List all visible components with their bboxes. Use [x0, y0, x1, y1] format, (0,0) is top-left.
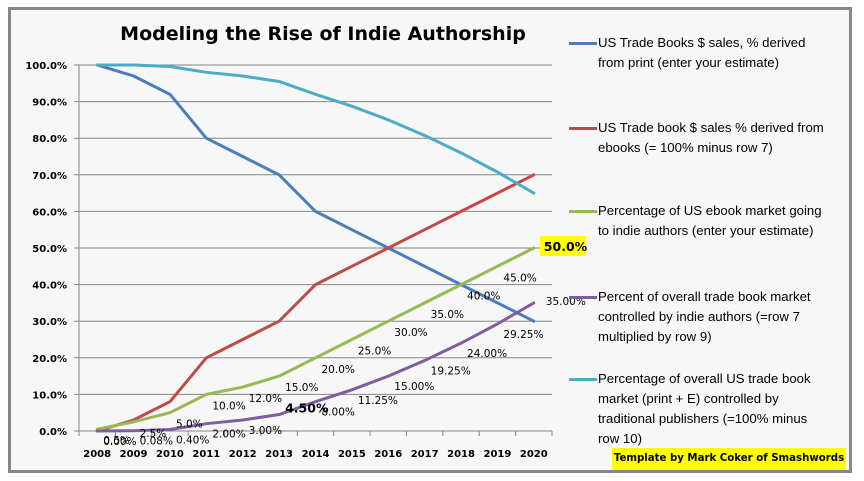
data-label-indie-ebook: 0.5% — [103, 435, 130, 447]
data-label-indie-overall: 2.00% — [212, 429, 245, 441]
legend-label: row 10) — [598, 431, 642, 446]
y-tick-label: 80.0% — [32, 134, 67, 145]
data-label-indie-overall: 8.00% — [322, 407, 355, 419]
legend-item-ebook-share: US Trade book $ sales % derived from eboo… — [569, 118, 864, 158]
x-tick-label: 2009 — [120, 449, 148, 460]
y-tick-label: 60.0% — [32, 207, 67, 218]
data-label-indie-overall: 11.25% — [358, 395, 398, 407]
legend-swatch — [569, 127, 597, 130]
data-label-indie-overall: 3.00% — [249, 425, 282, 437]
y-tick-label: 10.0% — [32, 390, 67, 401]
data-label-highlight: 50.0% — [544, 239, 588, 254]
legend-label: Percent of overall trade book market — [598, 289, 811, 304]
y-tick-label: 50.0% — [32, 244, 67, 255]
y-tick-label: 40.0% — [32, 281, 67, 292]
legend-label: from print (enter your estimate) — [598, 55, 780, 70]
legend-label: ebooks (= 100% minus row 7) — [598, 140, 773, 155]
x-tick-label: 2013 — [265, 449, 293, 460]
data-label-indie-overall: 0.00% — [103, 436, 136, 448]
x-tick-label: 2014 — [302, 449, 330, 460]
data-label-indie-ebook: 35.0% — [431, 309, 464, 321]
x-tick-label: 2015 — [338, 449, 366, 460]
legend-label: controlled by indie authors (=row 7 — [598, 309, 800, 324]
series-lines — [95, 63, 536, 433]
data-label-indie-ebook: 45.0% — [503, 272, 536, 284]
legend-label: traditional publishers (=100% minus — [598, 411, 808, 426]
y-tick-label: 20.0% — [32, 354, 67, 365]
y-tick-label: 70.0% — [32, 171, 67, 182]
x-tick-label: 2020 — [520, 449, 548, 460]
data-label-indie-overall: 29.25% — [503, 329, 543, 341]
series-line-traditional-share — [95, 63, 536, 195]
data-label-indie-ebook: 12.0% — [249, 393, 282, 405]
legend-item-indie-ebook-share: Percentage of US ebook market going to in… — [569, 201, 864, 241]
legend-label: US Trade Books $ sales, % derived — [598, 35, 806, 50]
legend-label: market (print + E) controlled by — [598, 391, 779, 406]
x-tick-label: 2017 — [411, 449, 439, 460]
x-tick-label: 2012 — [229, 449, 257, 460]
x-tick-label: 2010 — [156, 449, 184, 460]
data-label-indie-ebook: 40.0% — [467, 291, 500, 303]
data-label-indie-overall: 0.08% — [140, 436, 173, 448]
x-tick-label: 2019 — [484, 449, 512, 460]
x-tick-label: 2011 — [192, 449, 220, 460]
data-label-indie-overall: 4.50% — [285, 401, 329, 416]
data-label-indie-ebook: 15.0% — [285, 382, 318, 394]
highlight-label-bg — [539, 236, 586, 256]
data-label-indie-overall: 24.00% — [467, 348, 507, 360]
gridlines — [74, 64, 552, 432]
x-tick-label: 2016 — [374, 449, 402, 460]
y-tick-label: 90.0% — [32, 98, 67, 109]
legend-label: Percentage of overall US trade book — [598, 371, 811, 386]
chart-title: Modeling the Rise of Indie Authorship — [120, 23, 526, 45]
y-tick-label: 100.0% — [25, 61, 67, 72]
legend-swatch — [569, 378, 597, 381]
x-tick-label: 2018 — [447, 449, 475, 460]
legend-label: US Trade book $ sales % derived from — [598, 120, 824, 135]
credit-annotation: Template by Mark Coker of Smashwords — [612, 448, 846, 470]
data-label-indie-ebook: 20.0% — [322, 364, 355, 376]
x-tick-label: 2008 — [83, 449, 111, 460]
legend-label: Percentage of US ebook market going — [598, 203, 822, 218]
data-label-indie-overall: 0.40% — [176, 435, 209, 447]
legend-swatch — [569, 296, 597, 299]
data-label-indie-overall: 19.25% — [431, 366, 471, 378]
legend-swatch — [569, 210, 597, 213]
data-label-indie-ebook: 2.5% — [140, 428, 167, 440]
data-label-indie-overall: 15.00% — [394, 381, 434, 393]
legend-label: multiplied by row 9) — [598, 329, 712, 344]
data-label-indie-ebook: 25.0% — [358, 346, 391, 358]
axes: 0.0% 10.0% 20.0% 30.0% 40.0% 50.0% 60.0% 70.0% 8… — [25, 61, 553, 460]
y-tick-label: 30.0% — [32, 317, 67, 328]
data-label-indie-ebook: 30.0% — [394, 327, 427, 339]
legend-swatch — [569, 42, 597, 45]
legend-item-print-share: US Trade Books $ sales, % derived from pr… — [569, 33, 864, 73]
legend-label: to indie authors (enter your estimate) — [598, 223, 814, 238]
series-line-print-share — [95, 63, 536, 323]
data-label-indie-ebook: 10.0% — [212, 400, 245, 412]
legend-item-indie-overall-share: Percent of overall trade book market cont… — [569, 287, 864, 347]
y-tick-label: 0.0% — [39, 427, 67, 438]
legend-item-traditional-share: Percentage of overall US trade book marke… — [569, 369, 864, 449]
data-label-indie-ebook: 5.0% — [176, 419, 203, 431]
